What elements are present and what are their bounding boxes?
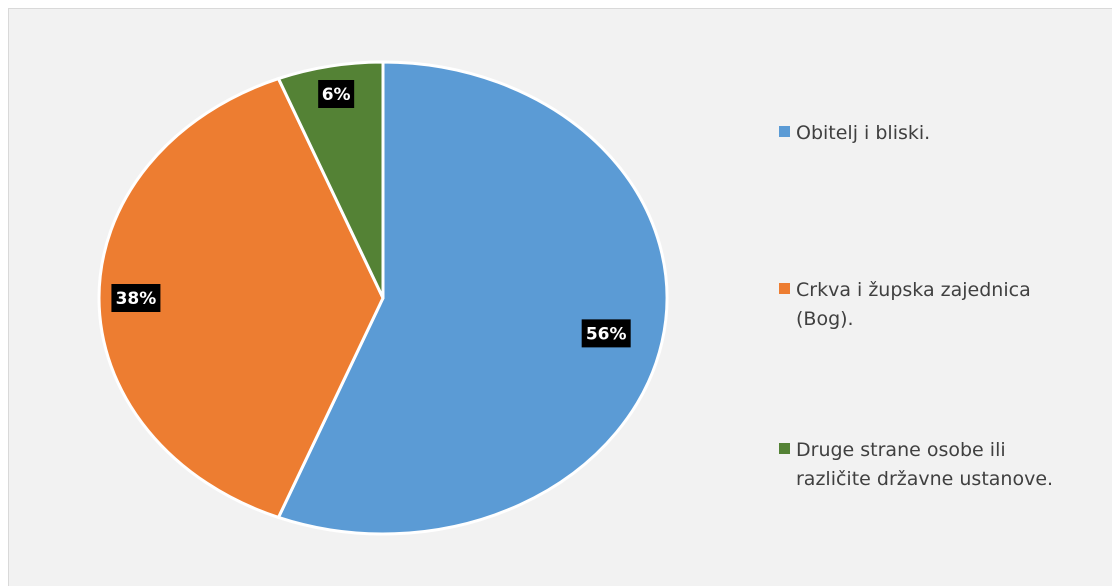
pie-chart: 56% 38% 6% — [9, 9, 769, 587]
data-label-obitelj: 56% — [582, 319, 631, 347]
data-label-crkva: 38% — [111, 284, 160, 312]
data-label-druge: 6% — [318, 80, 354, 108]
legend-swatch-crkva — [779, 283, 790, 294]
legend-swatch-druge — [779, 443, 790, 454]
legend-item-crkva: Crkva i župska zajednica (Bog). — [779, 276, 1086, 334]
data-label-crkva-text: 38% — [116, 289, 157, 309]
legend-label-druge: Druge strane osobe ili različite državne… — [796, 436, 1081, 494]
chart-area: 56% 38% 6% Obitelj i bliski. Crkva i župsk… — [8, 8, 1112, 586]
data-label-druge-text: 6% — [322, 85, 351, 105]
legend-item-druge: Druge strane osobe ili različite državne… — [779, 436, 1081, 494]
pie-slices — [99, 62, 667, 534]
legend-swatch-obitelj — [779, 126, 790, 137]
data-label-obitelj-text: 56% — [586, 324, 627, 344]
legend-label-obitelj: Obitelj i bliski. — [796, 119, 1096, 148]
legend-label-crkva: Crkva i župska zajednica (Bog). — [796, 276, 1086, 334]
legend-item-obitelj: Obitelj i bliski. — [779, 119, 1096, 148]
